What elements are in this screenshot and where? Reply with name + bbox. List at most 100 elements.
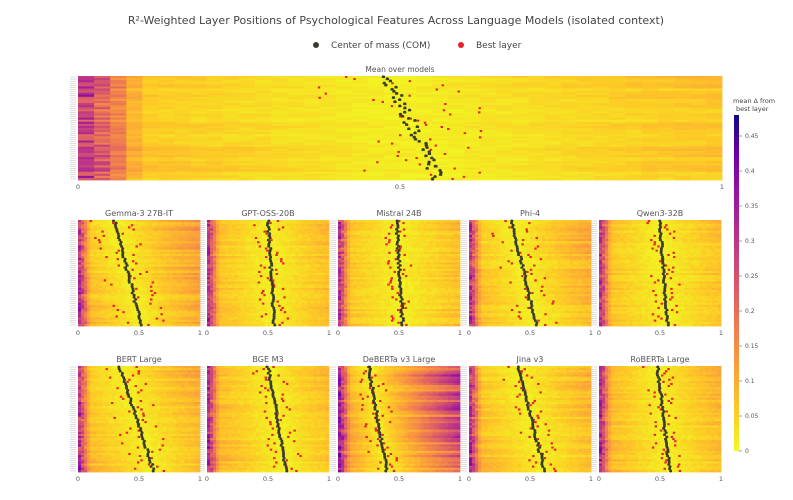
best-layer-marker (441, 126, 443, 128)
heatmap-cell (157, 324, 160, 327)
best-layer-marker (160, 313, 162, 315)
best-layer-marker (90, 220, 92, 222)
best-layer-marker (453, 168, 455, 170)
heatmap-cell (464, 178, 481, 180)
heatmap-cell (400, 178, 417, 180)
legend-com-label: Center of mass (COM) (331, 41, 430, 51)
best-layer-marker (372, 99, 374, 101)
best-layer-marker (325, 93, 327, 95)
best-layer-marker (152, 281, 154, 283)
heatmap-cell (175, 178, 192, 180)
best-layer-marker (444, 103, 446, 105)
heatmap-cell (185, 324, 188, 327)
heatmap-cell (561, 178, 578, 180)
best-layer-marker (154, 292, 156, 294)
best-layer-marker (150, 290, 152, 292)
best-layer-marker (151, 294, 153, 296)
best-layer-marker (156, 318, 158, 320)
best-layer-marker (131, 269, 133, 271)
best-layer-marker (478, 107, 480, 109)
best-layer-marker (278, 228, 280, 230)
heatmap-cell (115, 324, 118, 327)
legend-com-marker (313, 42, 319, 48)
heatmap-cell (87, 324, 90, 327)
heatmap-cell (118, 324, 121, 327)
best-layer-marker (458, 91, 460, 93)
heatmap-cell (320, 178, 337, 180)
heatmap-cell (239, 178, 256, 180)
heatmap-cell (93, 324, 96, 327)
best-layer-marker (116, 252, 118, 254)
heatmap-cell (109, 324, 112, 327)
heatmap-cell (432, 178, 449, 180)
heatmap-cell (690, 178, 707, 180)
heatmap-cell (170, 324, 173, 327)
heatmap-panel: GPT-OSS-20B0 0.5 1 (199, 209, 331, 337)
heatmap-cell (658, 178, 675, 180)
heatmap-cell (84, 324, 87, 327)
best-layer-marker (405, 159, 407, 161)
heatmap-cell (130, 324, 133, 327)
heatmap-cell (142, 178, 159, 180)
heatmap-cell (513, 178, 530, 180)
heatmap-cell (99, 324, 102, 327)
best-layer-marker (103, 235, 105, 237)
best-layer-marker (269, 222, 271, 224)
heatmap-cell (191, 178, 208, 180)
heatmap-cell (609, 178, 626, 180)
best-layer-marker (150, 286, 152, 288)
heatmap-cell (182, 324, 185, 327)
heatmap-cell (593, 178, 610, 180)
best-layer-marker (100, 248, 102, 250)
heatmap-cell (384, 178, 401, 180)
best-layer-marker (112, 222, 114, 224)
best-layer-marker (122, 311, 124, 313)
best-layer-marker (257, 241, 259, 243)
best-layer-marker (363, 170, 365, 172)
heatmap-cell (105, 324, 108, 327)
best-layer-marker (417, 120, 419, 122)
best-layer-marker (318, 97, 320, 99)
heatmap-cell (176, 324, 179, 327)
heatmap-cell (577, 178, 594, 180)
best-layer-marker (464, 132, 466, 134)
best-layer-marker (133, 277, 135, 279)
heatmap-row (78, 178, 722, 180)
legend-best-marker (458, 42, 464, 48)
heatmap-cell (336, 178, 353, 180)
best-layer-marker (443, 109, 445, 111)
best-layer-marker (429, 138, 431, 140)
legend[interactable]: Center of mass (COM) Best layer (313, 41, 522, 51)
heatmap-row (78, 324, 200, 327)
best-layer-marker (430, 174, 432, 176)
heatmap-cell (173, 324, 176, 327)
best-layer-marker (442, 84, 444, 86)
best-layer-marker (419, 163, 421, 165)
best-layer-marker (270, 239, 272, 241)
best-layer-marker (282, 226, 284, 228)
best-layer-marker (463, 176, 465, 178)
best-layer-marker (449, 113, 451, 115)
best-layer-marker (353, 78, 355, 80)
best-layer-marker (391, 82, 393, 84)
com-point (128, 281, 131, 284)
heatmap-cell (674, 178, 691, 180)
best-layer-marker (451, 178, 453, 180)
heatmap-cell (90, 324, 93, 327)
best-layer-marker (399, 134, 401, 136)
best-layer-marker (467, 147, 469, 149)
best-layer-marker (115, 315, 117, 317)
heatmap-cell (78, 178, 95, 180)
best-layer-marker (127, 322, 129, 324)
heatmap-cell (368, 178, 385, 180)
best-layer-marker (391, 143, 393, 145)
heatmap-cell (81, 324, 84, 327)
chart-title: R²-Weighted Layer Positions of Psycholog… (128, 14, 664, 27)
best-layer-marker (135, 288, 137, 290)
best-layer-marker (253, 224, 255, 226)
heatmap-cell (126, 178, 143, 180)
com-point (121, 256, 124, 259)
x-tick-label: 1 (198, 329, 202, 337)
heatmap-cell (94, 178, 111, 180)
